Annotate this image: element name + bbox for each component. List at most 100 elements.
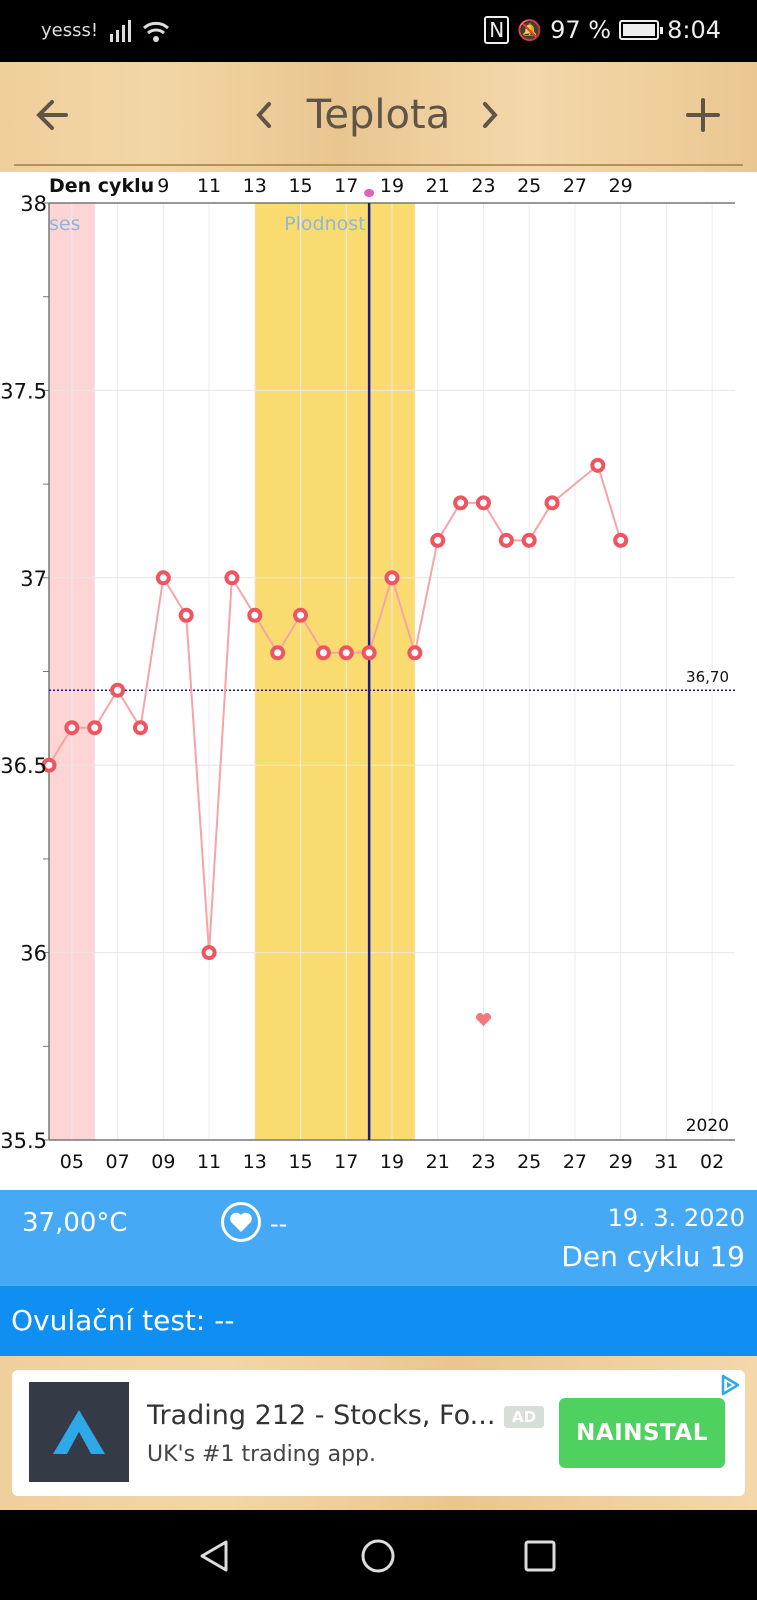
clock: 8:04 — [667, 16, 721, 44]
top-tick-label: 11 — [197, 175, 221, 197]
nav-back-icon[interactable] — [196, 1538, 232, 1574]
bottom-tick-label: 29 — [609, 1151, 633, 1173]
next-chart-button[interactable] — [480, 100, 500, 130]
temperature-point — [407, 645, 423, 661]
y-tick-label: 35.5 — [0, 1129, 47, 1153]
heart-marker-icon — [475, 1013, 491, 1027]
bottom-tick-label: 23 — [471, 1151, 495, 1173]
top-tick-label: 9 — [157, 175, 169, 197]
ad-banner[interactable]: Trading 212 - Stocks, Fo... AD UK's #1 t… — [12, 1370, 745, 1496]
temperature-point — [293, 607, 309, 623]
top-tick-label: 29 — [609, 175, 633, 197]
y-tick-label: 37.5 — [0, 379, 47, 403]
bell-off-icon: 🔕 — [517, 18, 543, 42]
bottom-tick-label: 15 — [288, 1151, 312, 1173]
temperature-point — [87, 720, 103, 736]
temperature-point — [613, 532, 629, 548]
temperature-point — [41, 757, 57, 773]
carrier-name: yesss! — [41, 20, 99, 41]
navigation-bar — [0, 1510, 757, 1600]
ad-container: Trading 212 - Stocks, Fo... AD UK's #1 t… — [0, 1356, 757, 1510]
baseline-label: 36,70 — [686, 668, 729, 686]
temperature-point — [521, 532, 537, 548]
temperature-point — [361, 645, 377, 661]
battery-icon — [619, 20, 664, 40]
selected-day-marker — [364, 189, 375, 197]
signal-wifi-icon — [110, 20, 169, 42]
chart-canvas[interactable]: ses Plodnost 36,70 38 37.5 37 36.5 36 35.5 Den cy… — [0, 172, 757, 1190]
temperature-point — [132, 720, 148, 736]
ovulation-test-row[interactable]: Ovulační test: -- — [0, 1286, 757, 1356]
bottom-tick-label: 05 — [60, 1151, 84, 1173]
page-title: Teplota — [306, 92, 451, 138]
bottom-tick-label: 17 — [334, 1151, 358, 1173]
top-tick-label: 15 — [288, 175, 312, 197]
top-tick-label: 21 — [426, 175, 450, 197]
fertile-label: Plodnost — [284, 213, 365, 235]
install-button[interactable]: NAINSTAL — [559, 1398, 725, 1468]
temperature-point — [178, 607, 194, 623]
temperature-point — [590, 457, 606, 473]
trading212-logo-icon — [29, 1382, 129, 1482]
temperature-point — [338, 645, 354, 661]
bottom-tick-label: 11 — [197, 1151, 221, 1173]
nfc-icon: N — [484, 16, 510, 44]
temperature-point — [315, 645, 331, 661]
temperature-point — [64, 720, 80, 736]
top-tick-label: 25 — [517, 175, 541, 197]
y-tick-label: 36.5 — [0, 754, 47, 778]
top-axis-label: Den cyklu — [49, 175, 154, 197]
temperature-point — [453, 495, 469, 511]
top-tick-label: 17 — [334, 175, 358, 197]
temperature-point — [544, 495, 560, 511]
bottom-tick-label: 13 — [243, 1151, 267, 1173]
top-tick-label: 13 — [243, 175, 267, 197]
heart-button[interactable] — [221, 1202, 261, 1242]
adchoices-icon[interactable] — [717, 1372, 743, 1398]
nav-home-icon[interactable] — [360, 1538, 396, 1574]
nav-recents-icon[interactable] — [522, 1538, 558, 1574]
bottom-tick-label: 02 — [700, 1151, 724, 1173]
top-tick-label: 19 — [380, 175, 404, 197]
temperature-point — [270, 645, 286, 661]
heart-icon — [230, 1212, 252, 1232]
year-label: 2020 — [686, 1116, 729, 1136]
top-axis-label-bg — [47, 172, 149, 201]
fertile-band — [254, 203, 415, 1140]
selected-temperature: 37,00°C — [22, 1208, 128, 1238]
top-tick-label: 23 — [471, 175, 495, 197]
bottom-tick-label: 07 — [106, 1151, 130, 1173]
add-button[interactable] — [686, 98, 720, 132]
bottom-tick-label: 21 — [426, 1151, 450, 1173]
selected-date: 19. 3. 2020 — [607, 1204, 745, 1232]
y-tick-label: 38 — [20, 192, 47, 216]
toolbar — [0, 62, 757, 172]
back-button[interactable] — [34, 97, 70, 133]
heart-value: -- — [270, 1210, 288, 1238]
temperature-point — [247, 607, 263, 623]
temperature-point — [201, 945, 217, 961]
prev-chart-button[interactable] — [254, 100, 274, 130]
y-tick-label: 36 — [20, 942, 47, 966]
bottom-tick-label: 27 — [563, 1151, 587, 1173]
top-tick-label: 27 — [563, 175, 587, 197]
battery-percent: 97 % — [550, 16, 612, 44]
bottom-tick-label: 25 — [517, 1151, 541, 1173]
cycle-day: Den cyklu 19 — [561, 1240, 745, 1273]
bottom-tick-label: 19 — [380, 1151, 404, 1173]
temperature-point — [384, 570, 400, 586]
y-tick-label: 37 — [20, 567, 47, 591]
temperature-point — [224, 570, 240, 586]
ad-subtitle: UK's #1 trading app. — [147, 1442, 376, 1467]
temperature-point — [430, 532, 446, 548]
menses-label: ses — [49, 213, 81, 235]
temperature-chart[interactable]: ses Plodnost 36,70 38 37.5 37 36.5 36 35.5 Den cy… — [0, 172, 757, 1190]
ad-title: Trading 212 - Stocks, Fo... — [147, 1400, 496, 1431]
temperature-point — [155, 570, 171, 586]
temperature-point — [110, 682, 126, 698]
bottom-tick-label: 31 — [654, 1151, 678, 1173]
ad-badge: AD — [504, 1406, 545, 1428]
status-bar: yesss! N 🔕 97 % 8:04 — [0, 0, 757, 62]
temperature-point — [475, 495, 491, 511]
info-bar: 37,00°C -- 19. 3. 2020 Den cyklu 19 — [0, 1190, 757, 1286]
